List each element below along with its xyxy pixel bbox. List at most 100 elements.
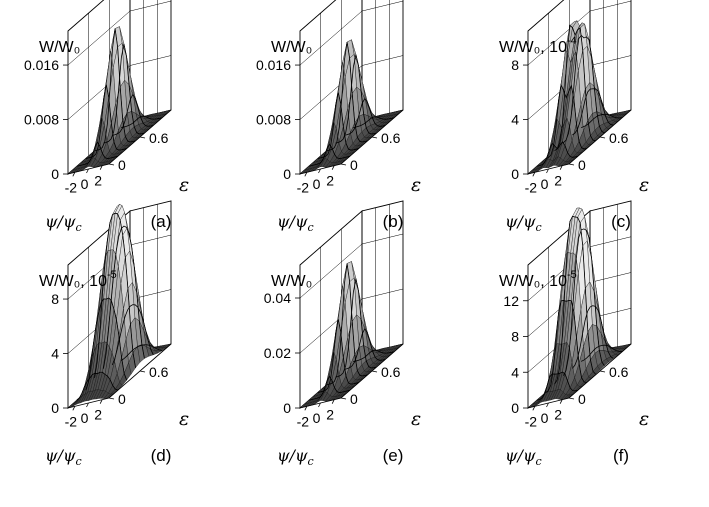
z-tick-label: 0.016 [24, 57, 59, 73]
x-tick-label: 0 [313, 176, 321, 192]
surface-contour-line [563, 228, 605, 376]
z-tick-label: 0 [511, 400, 519, 416]
x-tick-label: 2 [326, 173, 334, 189]
z-tick-label: 12 [503, 293, 519, 309]
x-tick-mark [86, 402, 89, 408]
x-tick-mark [99, 399, 103, 404]
panel-1-surface [67, 26, 172, 175]
x-tick-mark [304, 172, 308, 177]
x-tick-mark [532, 172, 536, 177]
surface-contour-line [120, 344, 163, 361]
y-axis-label: ε [179, 174, 189, 196]
surface-contour-line [94, 28, 136, 152]
z-tick-label: 0.008 [24, 112, 59, 128]
surface-contour-line [353, 116, 395, 129]
z-tick-label: 4 [511, 364, 519, 380]
y-tick-label: 0.6 [609, 130, 629, 146]
y-tick-mark [340, 163, 347, 166]
z-axis-label: W/W₀ [271, 39, 312, 56]
x-tick-label: 2 [554, 173, 562, 189]
x-tick-label: 0 [81, 176, 89, 192]
x-axis-label-subscript: c [535, 455, 541, 468]
x-tick-label: -2 [297, 413, 310, 429]
x-axis-label-subscript: c [307, 221, 313, 234]
y-axis-label: ε [179, 408, 189, 430]
y-tick-mark [568, 163, 575, 166]
z-tick-label: 8 [51, 291, 59, 307]
x-tick-label: -2 [65, 179, 78, 195]
x-tick-mark [72, 172, 76, 177]
y-tick-mark [108, 397, 115, 400]
x-axis-label: ψ/ψc [45, 212, 82, 234]
x-tick-mark [546, 402, 549, 408]
x-tick-label: -2 [525, 413, 538, 429]
z-tick-label: 4 [511, 112, 519, 128]
z-axis-label: W/W₀, 10-5 [499, 269, 577, 290]
surface-contour-line [335, 278, 377, 378]
x-tick-label: 2 [554, 407, 562, 423]
y-tick-mark [371, 370, 378, 373]
surface-contour-line [545, 83, 587, 159]
surface-contour-line [353, 349, 395, 363]
z-tick-label: 0 [51, 166, 59, 182]
x-tick-mark [331, 399, 335, 404]
surface-contour-line [581, 113, 623, 128]
surface-contour-line [103, 43, 145, 144]
z-axis-label-exponent: -5 [567, 269, 577, 281]
y-axis-label: ε [411, 174, 421, 196]
x-tick-label: 2 [326, 407, 334, 423]
x-tick-mark [559, 399, 563, 404]
x-tick-label: 0 [541, 410, 549, 426]
surface-contour-line [554, 215, 596, 385]
z-axis-label: W/W₀ [39, 39, 80, 56]
x-tick-mark [72, 406, 76, 411]
y-tick-label: 0.6 [381, 130, 401, 146]
x-axis-label-subscript: c [75, 221, 81, 234]
surface-contour-line [111, 304, 154, 366]
y-tick-mark [371, 136, 378, 139]
z-tick-label: 0.016 [256, 57, 291, 73]
y-axis-label: ε [639, 174, 649, 196]
y-axis-label: ε [639, 408, 649, 430]
y-tick-mark [108, 163, 115, 166]
y-tick-label: 0.6 [149, 130, 169, 146]
surface-contour-line [344, 328, 386, 370]
surface-contour-line [545, 300, 587, 393]
surface-contour-line [335, 54, 377, 144]
z-tick-label: 0.04 [264, 290, 291, 306]
x-tick-label: -2 [525, 179, 538, 195]
panel-2-surface [299, 39, 404, 175]
y-tick-label: 0.6 [609, 364, 629, 380]
x-axis-label-subscript: c [75, 455, 81, 468]
z-tick-label: 4 [51, 346, 59, 362]
z-tick-label: 8 [511, 329, 519, 345]
surface-contour-line [103, 225, 145, 369]
x-tick-mark [304, 406, 308, 411]
surface-contour-line [317, 319, 359, 393]
x-tick-mark [546, 168, 549, 174]
surface-contour-line [76, 141, 118, 167]
x-axis-label: ψ/ψc [277, 212, 314, 234]
y-tick-label: 0.6 [149, 364, 169, 380]
x-tick-label: -2 [65, 413, 78, 429]
panel-5-chart: 00.020.04-2 0 200.6W/W₀ψ/ψcε(e) [264, 200, 421, 468]
z-tick-label: 0.02 [264, 345, 291, 361]
panel-label: (c) [611, 212, 631, 231]
panel-label: (d) [151, 446, 172, 465]
y-tick-mark [139, 370, 146, 373]
y-tick-mark [139, 136, 146, 139]
y-tick-mark [599, 370, 606, 373]
y-tick-mark [599, 136, 606, 139]
y-tick-mark [340, 397, 347, 400]
x-axis-label: ψ/ψc [277, 446, 314, 468]
surface-contour-line [308, 143, 350, 167]
x-axis-label: ψ/ψc [505, 446, 542, 468]
surface-contour-line [76, 371, 118, 401]
panel-label: (f) [613, 446, 629, 465]
x-tick-mark [99, 165, 103, 170]
surface-contour-line [554, 24, 596, 151]
